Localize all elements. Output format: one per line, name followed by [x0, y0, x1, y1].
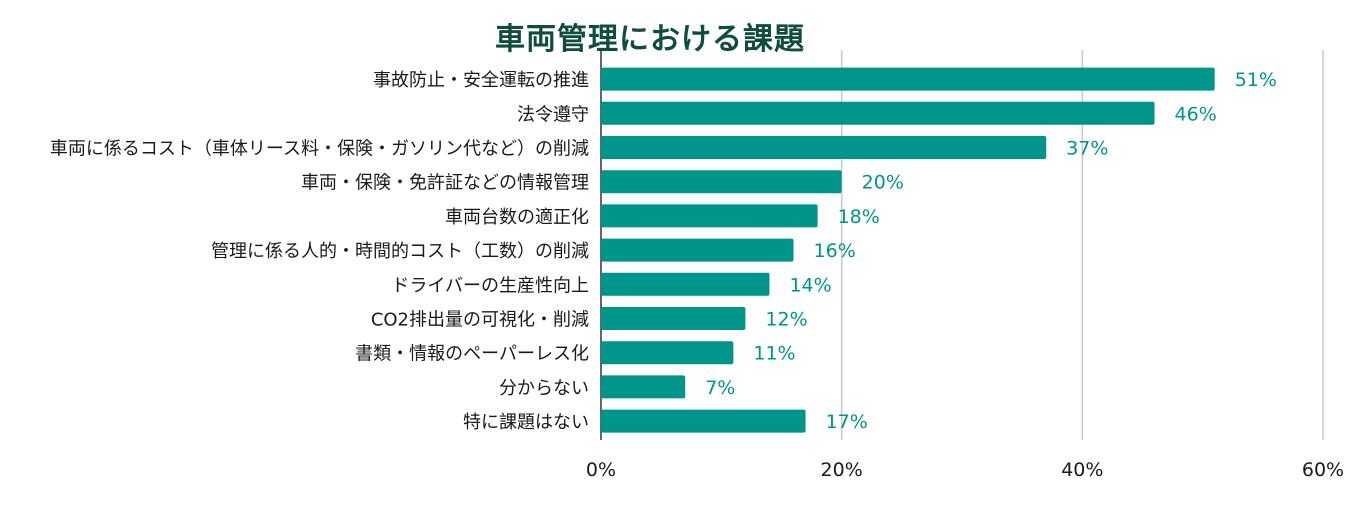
value-label: 7%	[705, 377, 735, 399]
chart-title: 車両管理における課題	[495, 22, 805, 57]
category-label: 特に課題はない	[463, 412, 589, 433]
x-tick-label: 0%	[586, 459, 616, 481]
category-label: ドライバーの生産性向上	[391, 275, 589, 296]
category-label: 事故防止・安全運転の推進	[373, 70, 589, 91]
category-label: 分からない	[499, 378, 589, 399]
bar	[601, 238, 794, 262]
value-label: 37%	[1066, 138, 1108, 160]
category-label: 法令遵守	[517, 104, 589, 125]
bar	[601, 170, 842, 194]
category-label: CO2排出量の可視化・削減	[371, 310, 589, 331]
x-tick-label: 60%	[1302, 459, 1344, 481]
value-label: 14%	[789, 274, 831, 296]
value-label: 11%	[753, 343, 795, 365]
value-label: 16%	[814, 240, 856, 262]
bar	[601, 67, 1215, 91]
bar	[601, 341, 734, 365]
value-label: 12%	[765, 309, 807, 331]
value-label: 18%	[838, 206, 880, 228]
bar	[601, 409, 806, 433]
bar	[601, 101, 1155, 125]
bar	[601, 375, 686, 399]
value-label: 20%	[862, 172, 904, 194]
bar	[601, 307, 746, 330]
category-label: 管理に係る人的・時間的コスト（工数）の削減	[211, 241, 589, 262]
value-label: 46%	[1175, 103, 1217, 125]
x-tick-label: 40%	[1061, 459, 1103, 481]
category-label: 書類・情報のペーパーレス化	[355, 344, 589, 365]
bar	[601, 272, 770, 296]
category-label: 車両に係るコスト（車体リース料・保険・ガソリン代など）の削減	[50, 139, 589, 160]
value-label: 51%	[1235, 69, 1277, 91]
label-layer: 0% 20% 40% 60% 事故防止・安全運転の推進 51% 法令遵守 46% 車両に係るコス…	[50, 69, 1344, 481]
value-label: 17%	[826, 411, 868, 433]
x-tick-label: 20%	[821, 459, 863, 481]
category-label: 車両台数の適正化	[445, 207, 589, 228]
bar-layer	[601, 67, 1215, 433]
category-label: 車両・保険・免許証などの情報管理	[301, 173, 589, 194]
bar	[601, 204, 818, 228]
bar	[601, 136, 1047, 159]
